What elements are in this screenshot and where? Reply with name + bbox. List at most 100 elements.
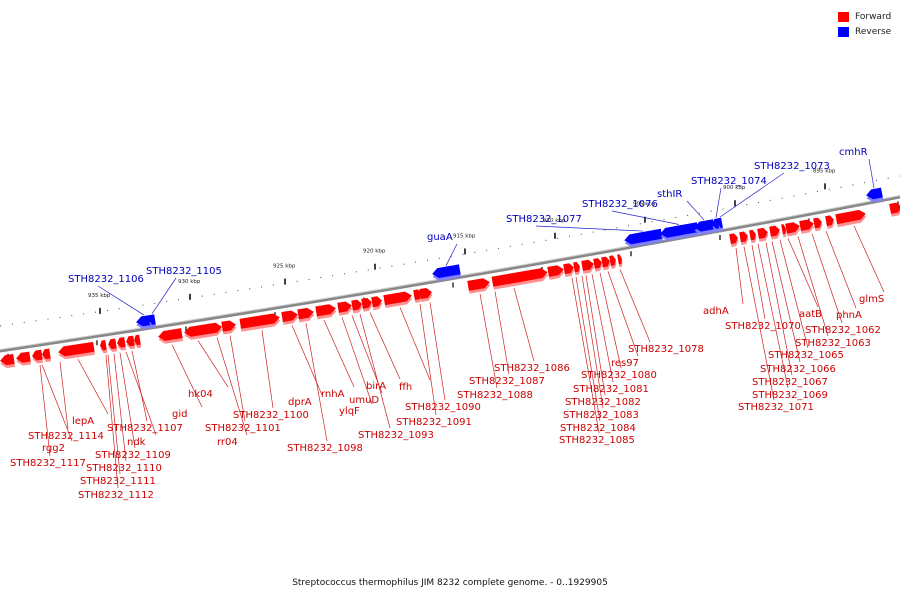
forward-gene[interactable] (207, 322, 223, 337)
forward-gene[interactable] (133, 334, 142, 349)
forward-gene-label: STH8232_1087 (469, 376, 545, 387)
forward-gene[interactable] (371, 296, 383, 311)
forward-gene[interactable] (617, 254, 623, 268)
leader-line (399, 307, 431, 381)
forward-gene[interactable] (116, 337, 127, 351)
forward-gene[interactable] (15, 351, 32, 367)
leader-line (765, 242, 793, 376)
forward-gene[interactable] (813, 217, 823, 232)
forward-gene[interactable] (835, 209, 867, 228)
reverse-gene[interactable] (135, 314, 154, 330)
forward-gene[interactable] (183, 323, 212, 341)
forward-gene[interactable] (361, 297, 373, 312)
forward-gene[interactable] (315, 303, 337, 320)
leader-line (715, 187, 722, 218)
forward-gene-label: STH8232_1093 (358, 430, 434, 441)
forward-gene[interactable] (581, 259, 595, 274)
reverse-swatch (838, 26, 849, 37)
forward-gene[interactable] (419, 287, 433, 302)
forward-gene[interactable] (467, 277, 491, 294)
forward-gene[interactable] (749, 229, 757, 244)
forward-gene[interactable] (491, 267, 549, 290)
forward-gene[interactable] (769, 225, 781, 240)
forward-gene[interactable] (221, 320, 237, 335)
leader-line (261, 330, 274, 409)
forward-gene[interactable] (593, 258, 603, 272)
forward-genes (0, 202, 900, 369)
reverse-gene-label: STH8232_1076 (582, 199, 658, 210)
forward-gene-label: STH8232_1110 (86, 463, 162, 474)
forward-gene[interactable] (239, 312, 281, 332)
forward-gene-label: dprA (288, 397, 312, 408)
forward-gene[interactable] (739, 231, 749, 246)
forward-gene[interactable] (609, 255, 617, 269)
leader-lines (39, 158, 885, 489)
forward-gene[interactable] (889, 202, 900, 217)
leader-line (779, 239, 809, 349)
forward-gene[interactable] (157, 328, 184, 345)
forward-gene-label: STH8232_1082 (565, 397, 641, 408)
reverse-gene-label: STH8232_1073 (754, 161, 830, 172)
forward-gene[interactable] (99, 340, 108, 354)
forward-gene[interactable] (785, 221, 801, 237)
forward-gene[interactable] (281, 310, 299, 325)
forward-gene-label: STH8232_1098 (287, 443, 363, 454)
leader-line (323, 320, 355, 388)
forward-gene-label: aatB (799, 309, 822, 320)
forward-gene[interactable] (757, 227, 769, 242)
forward-gene[interactable] (125, 335, 136, 350)
forward-gene-label: STH8232_1080 (581, 370, 657, 381)
forward-gene[interactable] (729, 233, 739, 248)
scale-label: 895 kbp (813, 168, 836, 174)
reverse-gene-label: cmhR (839, 147, 868, 158)
reverse-gene[interactable] (865, 187, 884, 204)
forward-gene[interactable] (383, 291, 413, 309)
forward-gene[interactable] (799, 219, 815, 234)
forward-gene-label: glmS (859, 294, 884, 305)
leader-line (797, 236, 829, 337)
leader-line (607, 271, 639, 357)
reverse-gene[interactable] (623, 228, 664, 249)
leader-line (868, 158, 875, 189)
reverse-gene[interactable] (431, 264, 462, 282)
leader-line (113, 353, 127, 462)
forward-gene-label: adhA (703, 306, 729, 317)
forward-gene[interactable] (41, 348, 52, 363)
leader-line (291, 325, 323, 396)
reverse-gene[interactable] (659, 222, 700, 242)
forward-gene[interactable] (825, 215, 835, 230)
forward-gene[interactable] (57, 341, 96, 360)
forward-gene[interactable] (0, 353, 16, 369)
forward-gene[interactable] (601, 256, 611, 271)
forward-gene[interactable] (573, 261, 581, 276)
forward-gene-label: STH8232_1067 (752, 377, 828, 388)
legend-reverse: Reverse (838, 24, 891, 39)
leader-line (513, 287, 535, 362)
leader-line (771, 241, 801, 363)
forward-gene[interactable] (781, 224, 787, 238)
forward-gene[interactable] (31, 349, 44, 364)
leader-line (369, 312, 401, 380)
forward-swatch (838, 11, 849, 22)
forward-gene[interactable] (563, 262, 575, 278)
forward-gene-label: rnhA (321, 389, 345, 400)
reverse-gene[interactable] (693, 219, 716, 235)
forward-gene[interactable] (547, 264, 565, 280)
forward-gene[interactable] (107, 338, 118, 353)
reverse-gene-label: STH8232_1105 (146, 266, 222, 277)
forward-gene[interactable] (337, 301, 353, 316)
forward-gene-label: phnA (836, 310, 862, 321)
leader-line (825, 231, 857, 309)
leader-line (359, 314, 391, 429)
forward-gene[interactable] (351, 299, 363, 314)
leader-line (571, 277, 600, 434)
reverse-gene[interactable] (148, 314, 157, 328)
forward-gene[interactable] (297, 307, 315, 323)
forward-gene-label: STH8232_1070 (725, 321, 801, 332)
forward-gene-label: STH8232_1109 (95, 450, 171, 461)
scale-label: 900 kbp (723, 185, 746, 191)
legend-forward-label: Forward (855, 11, 892, 22)
forward-gene-label: ylqF (339, 406, 360, 417)
reverse-gene[interactable] (717, 217, 724, 232)
forward-gene-label: umuD (349, 395, 379, 406)
